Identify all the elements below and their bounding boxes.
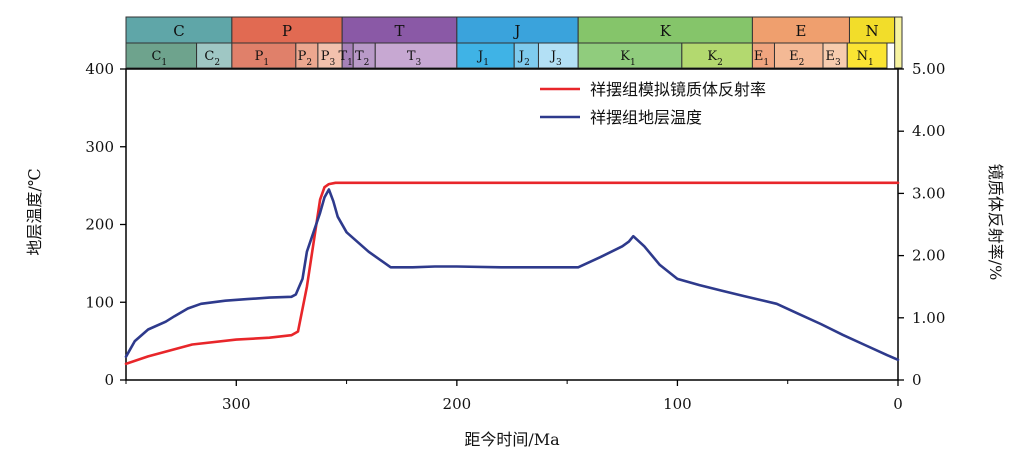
period-label-2: T — [395, 22, 405, 40]
epoch-band-1 — [196, 42, 233, 69]
epoch-band-4 — [317, 42, 343, 69]
epoch-band-7 — [374, 42, 458, 69]
series-line-0 — [124, 181, 900, 366]
y-left-tick-label-1: 100 — [85, 293, 114, 311]
epoch-band-9 — [513, 42, 539, 69]
legend-label-1: 祥摆组地层温度 — [590, 108, 702, 127]
x-tick-label-1: 200 — [443, 395, 472, 413]
y-right-tick-label-2: 2.00 — [912, 247, 945, 265]
y-left-tick-label-0: 0 — [104, 371, 114, 389]
series-line-1 — [124, 188, 900, 362]
x-tick-label-3: 0 — [893, 395, 903, 413]
plot-frame — [125, 68, 899, 381]
period-label-1: P — [282, 22, 292, 40]
y-right-tick-label-1: 1.00 — [912, 309, 945, 327]
period-band-0 — [125, 16, 233, 44]
chart-series — [124, 181, 900, 366]
right-y-axis-title: 镜质体反射率/% — [986, 164, 1005, 281]
period-label-0: C — [173, 22, 184, 40]
left-y-axis-title: 地层温度/℃ — [25, 168, 44, 255]
period-band-5 — [751, 16, 850, 44]
x-tick-label-0: 300 — [222, 395, 251, 413]
x-axis-title: 距今时间/Ma — [464, 430, 560, 449]
period-label-3: J — [513, 22, 521, 40]
geologic-timescale: C P T J K E NC1 C2 P1 P2 P3 T1 T2 T3 J1 J2 J3 K1 K2 E1 E2 E3 N… — [125, 16, 903, 69]
period-label-4: K — [660, 22, 672, 40]
y-right-tick-label-4: 4.00 — [912, 122, 945, 140]
epoch-band-0 — [125, 42, 198, 69]
legend-label-0: 祥摆组模拟镜质体反射率 — [590, 80, 766, 99]
epoch-band-14 — [773, 42, 824, 69]
period-band-1 — [231, 16, 343, 44]
y-left-tick-label-3: 300 — [85, 138, 114, 156]
epoch-band-16 — [846, 42, 888, 69]
y-right-tick-label-5: 5.00 — [912, 60, 945, 78]
y-left-tick-label-4: 400 — [85, 60, 114, 78]
epoch-band-15 — [822, 42, 848, 69]
x-tick-label-2: 100 — [663, 395, 692, 413]
period-label-5: E — [795, 22, 806, 40]
period-label-6: N — [866, 22, 879, 40]
y-left-tick-label-2: 200 — [85, 216, 114, 234]
y-right-tick-label-3: 3.00 — [912, 184, 945, 202]
quaternary-band — [894, 16, 903, 69]
y-right-tick-label-0: 0 — [912, 371, 922, 389]
epoch-band-2 — [231, 42, 297, 69]
chart-axes: 300 200 100 0010020030040001.002.003.004.00… — [85, 60, 945, 413]
